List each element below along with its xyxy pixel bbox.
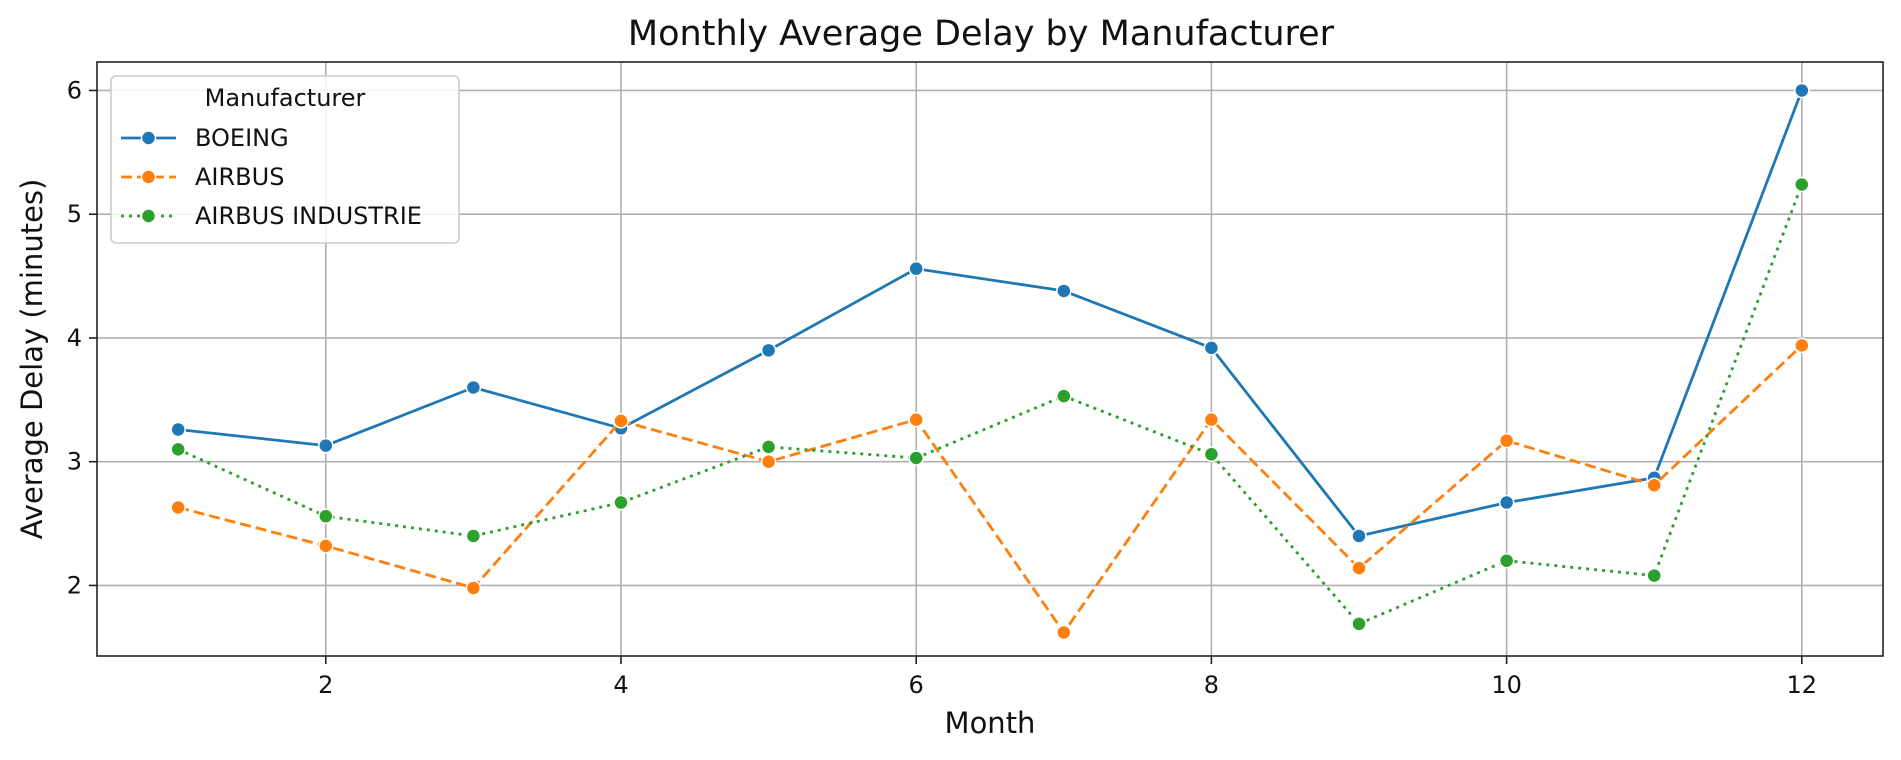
legend-marker [140,130,157,146]
data-point-airbus-industrie [1794,176,1810,193]
data-point-airbus-industrie [1646,567,1662,584]
data-point-boeing [170,421,186,438]
legend-item-boeing: BOEING [121,124,289,152]
x-tick-label: 2 [318,671,333,699]
data-point-airbus-industrie [170,441,186,458]
chart-title: Monthly Average Delay by Manufacturer [628,14,1335,54]
data-point-airbus [1203,411,1220,428]
data-point-airbus-industrie [318,508,334,524]
data-point-airbus-industrie [760,439,777,455]
x-tick-label: 4 [613,671,628,699]
data-point-airbus [170,499,186,516]
data-point-boeing [760,342,777,359]
data-point-boeing [318,437,334,454]
legend: Manufacturer BOEING AIRBUS AIRBUS INDUSTRI… [110,75,460,244]
series-line-airbus [177,344,1803,634]
legend-label: AIRBUS [195,163,284,191]
x-axis-label: Month [945,706,1036,740]
series-airbus-industrie [170,176,1810,632]
legend-marker [140,208,157,224]
x-tick-label: 12 [1787,671,1818,699]
x-tick-label: 6 [909,671,924,699]
x-tick-label: 8 [1204,671,1219,699]
data-point-airbus [465,580,482,596]
data-point-airbus [1498,432,1515,449]
data-point-boeing [1351,528,1367,544]
y-axis-ticks: 2 3 4 5 6 [67,76,97,599]
y-tick-label: 5 [67,200,82,228]
series-line-airbus-industrie [177,184,1804,626]
legend-items: BOEING AIRBUS AIRBUS INDUSTRIE [121,124,422,230]
legend-item-airbus-industrie: AIRBUS INDUSTRIE [121,202,422,230]
data-point-airbus-industrie [1351,616,1367,632]
plot-frame [96,61,1884,657]
data-point-boeing [1794,82,1810,99]
x-axis-ticks: 2 4 6 8 10 12 [318,656,1817,699]
data-point-airbus [1794,337,1810,354]
legend-label: AIRBUS INDUSTRIE [195,202,422,230]
y-tick-label: 6 [67,76,82,104]
y-axis-label: Average Delay (minutes) [15,179,49,540]
data-point-boeing [1498,494,1515,511]
data-point-boeing [1203,340,1220,356]
x-tick-label: 10 [1491,671,1522,699]
data-point-airbus [908,411,924,428]
y-tick-label: 2 [67,571,82,599]
series-layer [170,82,1810,641]
data-point-airbus-industrie [1498,552,1515,569]
legend-title: Manufacturer [205,84,366,112]
data-point-airbus-industrie [465,528,482,544]
data-point-airbus [760,453,777,470]
data-point-airbus-industrie [908,450,924,466]
data-point-airbus-industrie [613,494,629,511]
data-point-boeing [465,379,482,396]
legend-label: BOEING [195,124,289,152]
data-point-airbus [1056,624,1072,641]
y-tick-label: 4 [67,324,82,352]
data-point-airbus [318,538,334,554]
data-point-airbus [613,413,629,429]
y-tick-label: 3 [67,448,82,476]
legend-item-airbus: AIRBUS [121,163,284,191]
series-airbus [170,337,1810,641]
data-point-boeing [908,260,924,277]
series-line-boeing [178,90,1804,538]
data-point-airbus-industrie [1203,446,1220,463]
data-point-airbus-industrie [1056,388,1072,404]
legend-box [110,75,460,244]
data-point-airbus [1646,477,1662,493]
data-point-airbus [1351,560,1367,576]
legend-marker [140,169,157,185]
data-point-boeing [1056,283,1072,299]
